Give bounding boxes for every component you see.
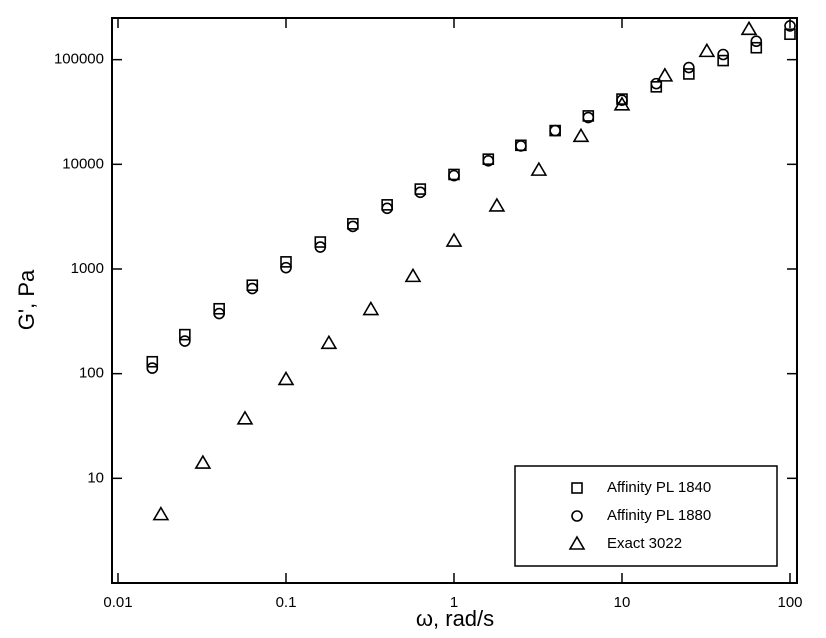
marker-circle xyxy=(482,155,495,167)
y-tick-label: 10 xyxy=(87,469,104,486)
marker-circle xyxy=(347,220,359,233)
marker-triangle xyxy=(194,454,212,469)
marker-triangle xyxy=(572,127,590,143)
marker-circle xyxy=(616,94,628,106)
marker-circle xyxy=(414,186,427,199)
marker-triangle xyxy=(530,161,548,176)
x-tick-label: 10 xyxy=(614,594,631,611)
marker-triangle xyxy=(740,20,758,36)
y-tick-label: 100000 xyxy=(54,51,104,68)
marker-circle xyxy=(717,48,729,61)
marker-triangle xyxy=(404,267,422,283)
marker-square xyxy=(784,28,796,41)
marker-triangle xyxy=(698,42,716,58)
marker-triangle xyxy=(277,370,295,386)
marker-circle xyxy=(246,282,259,295)
marker-circle xyxy=(683,61,695,74)
x-tick-label: 1 xyxy=(450,594,458,611)
marker-circle xyxy=(515,140,527,152)
marker-square xyxy=(381,199,393,211)
marker-circle xyxy=(582,111,595,124)
marker-triangle xyxy=(320,334,338,350)
marker-triangle xyxy=(613,96,631,111)
legend-box xyxy=(514,465,778,567)
marker-circle xyxy=(179,335,191,347)
y-tick-label: 1000 xyxy=(71,260,104,277)
marker-circle xyxy=(146,362,159,374)
marker-circle xyxy=(381,202,393,215)
marker-circle xyxy=(571,510,583,522)
y-tick-label: 100 xyxy=(79,365,104,382)
marker-square xyxy=(280,256,292,268)
y-tick-label: 10000 xyxy=(62,155,104,172)
legend-label: Affinity PL 1880 xyxy=(607,507,711,524)
x-tick-label: 100 xyxy=(777,594,802,611)
marker-circle xyxy=(448,169,460,182)
marker-circle xyxy=(314,241,327,253)
marker-triangle xyxy=(362,300,380,316)
x-tick-label: 0.1 xyxy=(276,594,297,611)
marker-square xyxy=(146,355,159,368)
marker-square xyxy=(314,236,327,248)
legend-label: Affinity PL 1840 xyxy=(607,479,711,496)
marker-triangle xyxy=(488,197,506,212)
marker-triangle xyxy=(656,67,674,82)
x-tick-label: 0.01 xyxy=(103,594,132,611)
marker-circle xyxy=(750,35,763,48)
marker-circle xyxy=(650,77,663,90)
marker-square xyxy=(750,41,763,54)
marker-square xyxy=(683,68,695,80)
marker-triangle xyxy=(445,232,463,247)
marker-triangle xyxy=(236,410,254,425)
marker-square xyxy=(414,183,427,195)
marker-square xyxy=(650,81,663,93)
marker-circle xyxy=(213,307,225,320)
marker-circle xyxy=(549,124,561,137)
marker-square xyxy=(717,54,729,67)
marker-triangle xyxy=(568,535,586,550)
y-axis-label: G', Pa xyxy=(14,269,39,330)
marker-circle xyxy=(280,261,292,274)
legend-label: Exact 3022 xyxy=(607,535,682,552)
marker-square xyxy=(571,482,583,494)
marker-triangle xyxy=(152,506,170,521)
marker-square xyxy=(213,302,225,315)
marker-square xyxy=(246,279,259,292)
marker-square xyxy=(179,328,191,341)
marker-circle xyxy=(784,20,796,32)
x-axis-label: ω, rad/s xyxy=(416,606,494,631)
